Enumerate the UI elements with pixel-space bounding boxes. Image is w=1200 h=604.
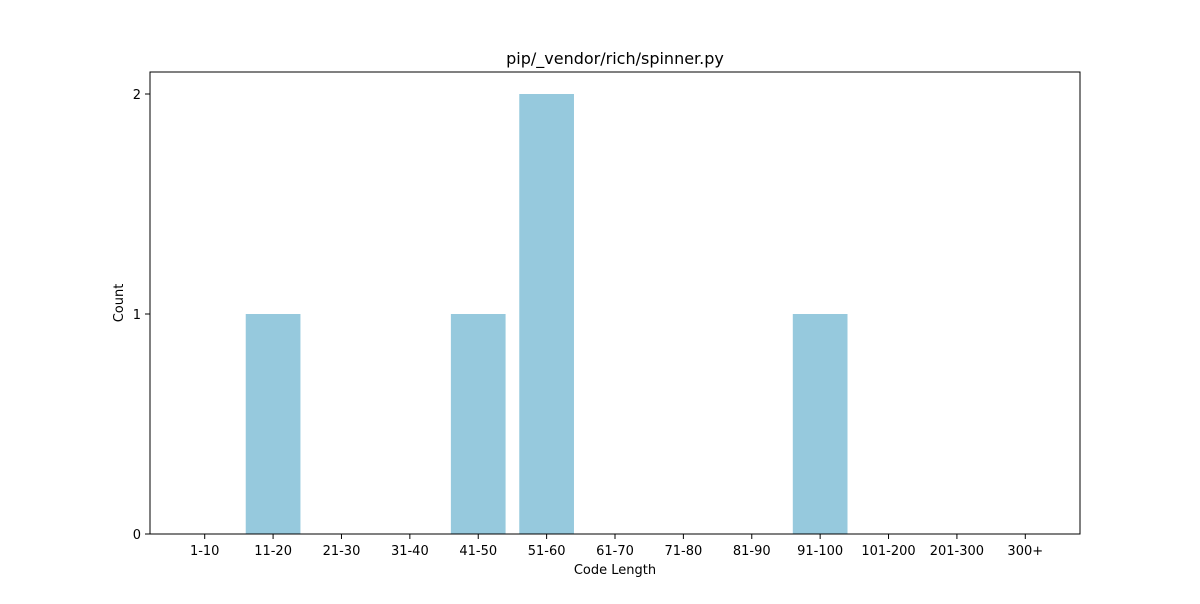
x-tick-label: 41-50: [459, 544, 497, 559]
x-axis-ticks: 1-10 11-20 21-30 31-40 41-50 51-60 61-70 71-80 8…: [190, 534, 1043, 559]
x-tick-label: 11-20: [254, 544, 292, 559]
x-tick-label: 81-90: [733, 544, 771, 559]
y-axis-label: Count: [112, 284, 127, 323]
y-axis-ticks: 0 1 2: [133, 88, 150, 543]
x-tick-label: 51-60: [528, 544, 566, 559]
x-tick-label: 201-300: [930, 544, 984, 559]
chart-title: pip/_vendor/rich/spinner.py: [506, 49, 724, 69]
bars-layer: [245, 94, 848, 534]
bar-91-100: [792, 314, 848, 534]
x-tick-label: 1-10: [190, 544, 220, 559]
x-tick-label: 101-200: [861, 544, 915, 559]
bar-41-50: [450, 314, 506, 534]
x-tick-label: 71-80: [664, 544, 702, 559]
x-tick-label: 300+: [1007, 544, 1043, 559]
x-tick-label: 91-100: [797, 544, 843, 559]
x-tick-label: 31-40: [391, 544, 429, 559]
x-tick-label: 61-70: [596, 544, 634, 559]
x-axis-label: Code Length: [574, 563, 656, 578]
y-tick-label: 0: [133, 528, 141, 543]
bar-51-60: [519, 94, 574, 534]
y-tick-label: 2: [133, 88, 141, 103]
x-tick-label: 21-30: [323, 544, 361, 559]
y-tick-label: 1: [133, 308, 141, 323]
bar-11-20: [245, 314, 301, 534]
